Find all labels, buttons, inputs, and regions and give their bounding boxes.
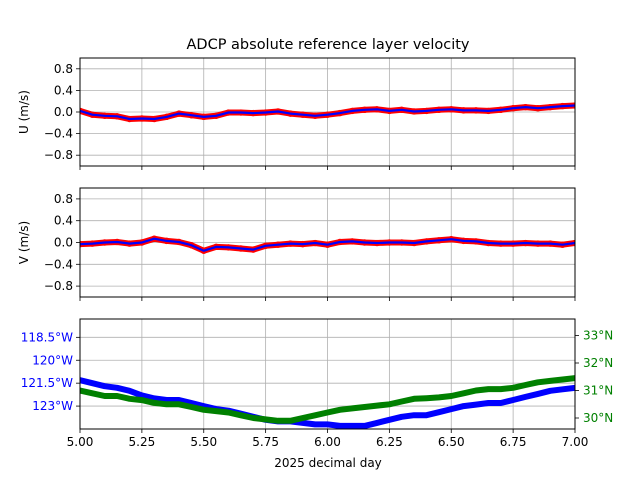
smoothed-velocity-line <box>80 237 575 252</box>
y-tick-label: 0.0 <box>54 236 73 250</box>
smoothed-velocity-line <box>80 104 575 121</box>
x-axis-label: 2025 decimal day <box>274 456 382 470</box>
axes-frame <box>79 57 576 167</box>
y-tick-label: −0.4 <box>44 127 73 141</box>
latitude-line <box>80 375 575 424</box>
y-tick-label: 0.4 <box>54 83 73 97</box>
x-tick-label: 5.75 <box>252 435 279 449</box>
x-tick-label: 5.50 <box>190 435 217 449</box>
latitude-tick-label: 33°N <box>583 329 613 343</box>
position-panel: 5.00 5.25 5.50 5.75 6.00 6.25 6.50 6.75 7.00 118.… <box>21 318 613 449</box>
plot-area <box>80 375 575 429</box>
axes-frame <box>79 318 576 430</box>
latitude-tick-label: 32°N <box>583 356 613 370</box>
latitude-tick-label: 30°N <box>583 411 613 425</box>
y-tick-label: 0.8 <box>54 192 73 206</box>
x-tick-label: 6.00 <box>314 435 341 449</box>
longitude-tick-label: 120°W <box>32 353 73 367</box>
x-tick-label: 5.25 <box>129 435 156 449</box>
y-tick-label: 0.8 <box>54 62 73 76</box>
x-tick-label: 6.50 <box>438 435 465 449</box>
axes-frame <box>79 187 576 298</box>
y-tick-label: 0.4 <box>54 214 73 228</box>
x-tick-label: 5.00 <box>67 435 94 449</box>
plot-area <box>80 235 575 254</box>
v-velocity-panel: −0.8 −0.4 0.0 0.4 0.8 V (m/s) <box>17 187 576 301</box>
x-tick-label: 7.00 <box>562 435 589 449</box>
plot-area <box>80 102 575 123</box>
y-tick-label: 0.0 <box>54 105 73 119</box>
longitude-tick-label: 121.5°W <box>21 376 73 390</box>
x-tick-label: 6.75 <box>500 435 527 449</box>
x-tick-label: 6.25 <box>376 435 403 449</box>
longitude-tick-label: 123°W <box>32 399 73 413</box>
y-tick-label: −0.4 <box>44 257 73 271</box>
latitude-tick-label: 31°N <box>583 384 613 398</box>
longitude-line <box>80 377 575 429</box>
y-tick-label: −0.8 <box>44 148 73 162</box>
y-axis-label: U (m/s) <box>17 90 31 134</box>
u-velocity-panel: −0.8 −0.4 0.0 0.4 0.8 U (m/s) <box>17 57 576 170</box>
figure-title: ADCP absolute reference layer velocity <box>186 37 469 53</box>
y-axis-label: V (m/s) <box>17 221 31 264</box>
y-tick-label: −0.8 <box>44 279 73 293</box>
longitude-tick-label: 118.5°W <box>21 330 73 344</box>
